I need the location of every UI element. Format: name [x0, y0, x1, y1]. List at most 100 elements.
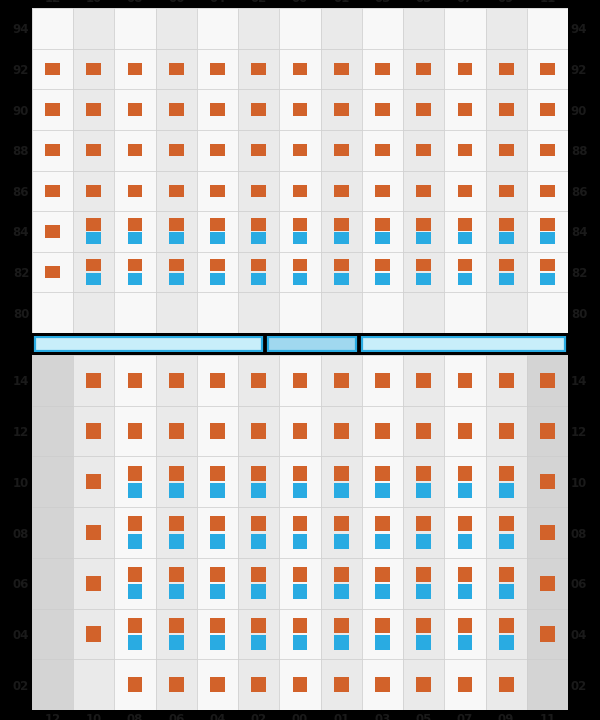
- Bar: [169, 185, 184, 197]
- Bar: [403, 660, 445, 710]
- Bar: [293, 218, 307, 230]
- Bar: [32, 405, 73, 456]
- Bar: [527, 89, 568, 130]
- Bar: [527, 660, 568, 710]
- Bar: [210, 233, 225, 244]
- Bar: [334, 104, 349, 116]
- Bar: [445, 292, 485, 333]
- Bar: [238, 405, 280, 456]
- Bar: [362, 49, 403, 89]
- Bar: [197, 252, 238, 292]
- Bar: [445, 171, 485, 211]
- Bar: [169, 635, 184, 650]
- Bar: [86, 575, 101, 591]
- Bar: [416, 273, 431, 285]
- Bar: [115, 292, 155, 333]
- Bar: [334, 144, 349, 156]
- Bar: [280, 405, 320, 456]
- Bar: [485, 558, 527, 608]
- Bar: [293, 677, 307, 692]
- Bar: [155, 171, 197, 211]
- Bar: [362, 355, 403, 405]
- Bar: [169, 567, 184, 582]
- Bar: [403, 89, 445, 130]
- Bar: [251, 273, 266, 285]
- Bar: [499, 677, 514, 692]
- Bar: [32, 252, 73, 292]
- Bar: [155, 89, 197, 130]
- Bar: [445, 558, 485, 608]
- Bar: [403, 8, 445, 49]
- Bar: [527, 171, 568, 211]
- Bar: [115, 456, 155, 507]
- Bar: [458, 466, 472, 481]
- Bar: [293, 584, 307, 600]
- Bar: [128, 233, 142, 244]
- Bar: [86, 218, 101, 230]
- Bar: [293, 259, 307, 271]
- Bar: [73, 608, 115, 660]
- Bar: [540, 104, 555, 116]
- Bar: [293, 63, 307, 75]
- Bar: [128, 104, 142, 116]
- Bar: [458, 259, 472, 271]
- Bar: [540, 218, 555, 230]
- Bar: [540, 373, 555, 388]
- Bar: [362, 211, 403, 252]
- Bar: [280, 211, 320, 252]
- Bar: [32, 660, 73, 710]
- Bar: [73, 171, 115, 211]
- Bar: [128, 483, 142, 498]
- Bar: [540, 626, 555, 642]
- Bar: [362, 660, 403, 710]
- Bar: [416, 534, 431, 549]
- Bar: [499, 567, 514, 582]
- Bar: [375, 618, 390, 633]
- Bar: [251, 259, 266, 271]
- Bar: [320, 89, 362, 130]
- Bar: [155, 507, 197, 558]
- Bar: [540, 423, 555, 438]
- Bar: [375, 273, 390, 285]
- Bar: [115, 507, 155, 558]
- Bar: [334, 483, 349, 498]
- Bar: [362, 89, 403, 130]
- Bar: [197, 89, 238, 130]
- Bar: [540, 233, 555, 244]
- Bar: [280, 507, 320, 558]
- Bar: [115, 130, 155, 171]
- Bar: [210, 185, 225, 197]
- Bar: [128, 618, 142, 633]
- Bar: [73, 558, 115, 608]
- Bar: [485, 252, 527, 292]
- Bar: [86, 423, 101, 438]
- Bar: [238, 211, 280, 252]
- Bar: [155, 608, 197, 660]
- Bar: [32, 89, 73, 130]
- Bar: [197, 456, 238, 507]
- Bar: [293, 618, 307, 633]
- Bar: [527, 252, 568, 292]
- Bar: [169, 233, 184, 244]
- Bar: [251, 584, 266, 600]
- Bar: [251, 635, 266, 650]
- Bar: [251, 233, 266, 244]
- Bar: [45, 225, 60, 238]
- Bar: [210, 423, 225, 438]
- Bar: [362, 507, 403, 558]
- Bar: [210, 259, 225, 271]
- Bar: [375, 483, 390, 498]
- Bar: [499, 63, 514, 75]
- Bar: [210, 63, 225, 75]
- Bar: [73, 252, 115, 292]
- Bar: [403, 49, 445, 89]
- Bar: [458, 63, 472, 75]
- Bar: [155, 558, 197, 608]
- Bar: [73, 211, 115, 252]
- Bar: [403, 171, 445, 211]
- Bar: [320, 660, 362, 710]
- Bar: [375, 423, 390, 438]
- Bar: [499, 259, 514, 271]
- Bar: [238, 507, 280, 558]
- Bar: [485, 211, 527, 252]
